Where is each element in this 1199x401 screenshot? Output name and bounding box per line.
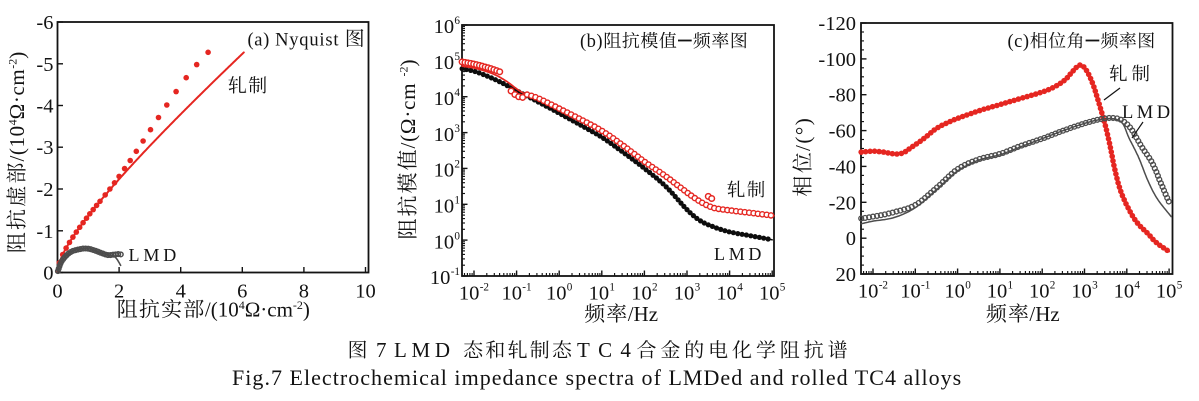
svg-text:10: 10 [459,283,480,305]
svg-text:-80: -80 [829,85,856,107]
svg-text:/(Ω·cm: /(Ω·cm [396,83,420,149]
svg-text:0: 0 [52,281,62,303]
svg-text:4: 4 [176,281,186,303]
svg-text:0: 0 [454,230,460,242]
svg-text:/(10: /(10 [5,125,29,161]
svg-text:-5: -5 [36,54,53,76]
svg-text:/(°): /(°) [791,117,815,151]
svg-text:LMD: LMD [129,245,181,265]
svg-text:LMD: LMD [714,244,765,264]
svg-text:-4: -4 [36,96,53,118]
svg-text:5: 5 [454,51,460,63]
svg-text:LMD: LMD [394,338,455,362]
svg-text:/Hz: /Hz [628,302,658,326]
svg-text:5: 5 [1177,280,1183,292]
svg-text:10: 10 [1029,281,1050,303]
svg-text:3: 3 [1092,280,1098,292]
svg-text:10: 10 [355,281,376,303]
svg-text:/Hz: /Hz [1029,302,1059,326]
svg-text:-40: -40 [829,156,856,178]
svg-text:(a): (a) [248,31,270,51]
svg-text:1: 1 [454,195,460,207]
svg-text:10: 10 [434,124,455,146]
svg-text:4: 4 [6,119,20,125]
svg-text:4: 4 [737,282,743,294]
svg-text:10: 10 [716,283,737,305]
svg-text:-2: -2 [879,280,888,292]
svg-text:10: 10 [944,281,965,303]
svg-text:10: 10 [502,283,523,305]
svg-text:): ) [5,52,29,59]
svg-text:-2: -2 [293,298,303,312]
svg-text:Fig.7 Electrochemical impedan: Fig.7 Electrochemical impedance spectra … [232,365,962,390]
svg-text:10: 10 [1114,281,1135,303]
svg-text:Ω·cm: Ω·cm [245,298,293,322]
svg-text:-1: -1 [451,266,460,278]
svg-text:20: 20 [836,264,857,286]
svg-text:10: 10 [430,267,451,289]
svg-text:2: 2 [652,282,658,294]
svg-text:-1: -1 [522,282,531,294]
svg-text:10: 10 [1156,281,1177,303]
svg-text:-20: -20 [829,192,856,214]
svg-text:10: 10 [631,283,652,305]
svg-text:-1: -1 [36,221,53,243]
svg-text:10: 10 [589,283,610,305]
svg-text:5: 5 [780,282,786,294]
svg-text:6: 6 [454,15,460,27]
svg-text:10: 10 [759,283,780,305]
svg-text:-60: -60 [829,121,856,143]
svg-text:10: 10 [434,231,455,253]
svg-text:(b): (b) [580,32,603,52]
svg-text:10: 10 [900,281,921,303]
svg-text:1: 1 [609,282,615,294]
svg-text:10: 10 [858,281,879,303]
svg-text:LMD: LMD [1122,103,1174,123]
svg-text:4: 4 [239,298,245,312]
svg-text:10: 10 [434,160,455,182]
svg-text:4: 4 [454,87,460,99]
svg-text:0: 0 [846,228,856,250]
svg-text:0: 0 [567,282,573,294]
svg-text:0: 0 [43,263,53,285]
svg-text:-3: -3 [36,137,53,159]
svg-text:7: 7 [376,338,387,362]
svg-text:10: 10 [674,283,695,305]
svg-text:0: 0 [965,280,971,292]
svg-text:2: 2 [1050,280,1056,292]
svg-text:/(10: /(10 [205,298,239,322]
svg-text:(c): (c) [1008,32,1030,52]
svg-text:1: 1 [1008,280,1014,292]
svg-text:-120: -120 [818,13,856,35]
svg-text:-2: -2 [36,179,53,201]
svg-text:10: 10 [434,196,455,218]
svg-text:2: 2 [454,159,460,171]
svg-text:3: 3 [695,282,701,294]
svg-text:-2: -2 [397,67,411,77]
svg-text:4: 4 [1134,280,1140,292]
svg-text:6: 6 [237,281,247,303]
svg-text:10: 10 [434,52,455,74]
svg-text:): ) [303,298,310,322]
svg-text:-2: -2 [480,282,489,294]
svg-text:-2: -2 [6,59,20,69]
svg-text:8: 8 [299,281,309,303]
svg-text:2: 2 [114,281,124,303]
svg-text:10: 10 [1071,281,1092,303]
svg-text:10: 10 [546,283,567,305]
svg-text:TC4: TC4 [577,338,639,362]
svg-text:3: 3 [454,123,460,135]
svg-text:10: 10 [434,88,455,110]
svg-text:Ω·cm: Ω·cm [5,69,29,120]
svg-text:10: 10 [434,16,455,38]
svg-text:10: 10 [987,281,1008,303]
svg-text:-6: -6 [36,12,53,34]
svg-text:): ) [396,60,420,67]
svg-text:-1: -1 [921,280,930,292]
svg-text:Nyquist: Nyquist [275,31,339,51]
svg-text:-100: -100 [818,49,856,71]
